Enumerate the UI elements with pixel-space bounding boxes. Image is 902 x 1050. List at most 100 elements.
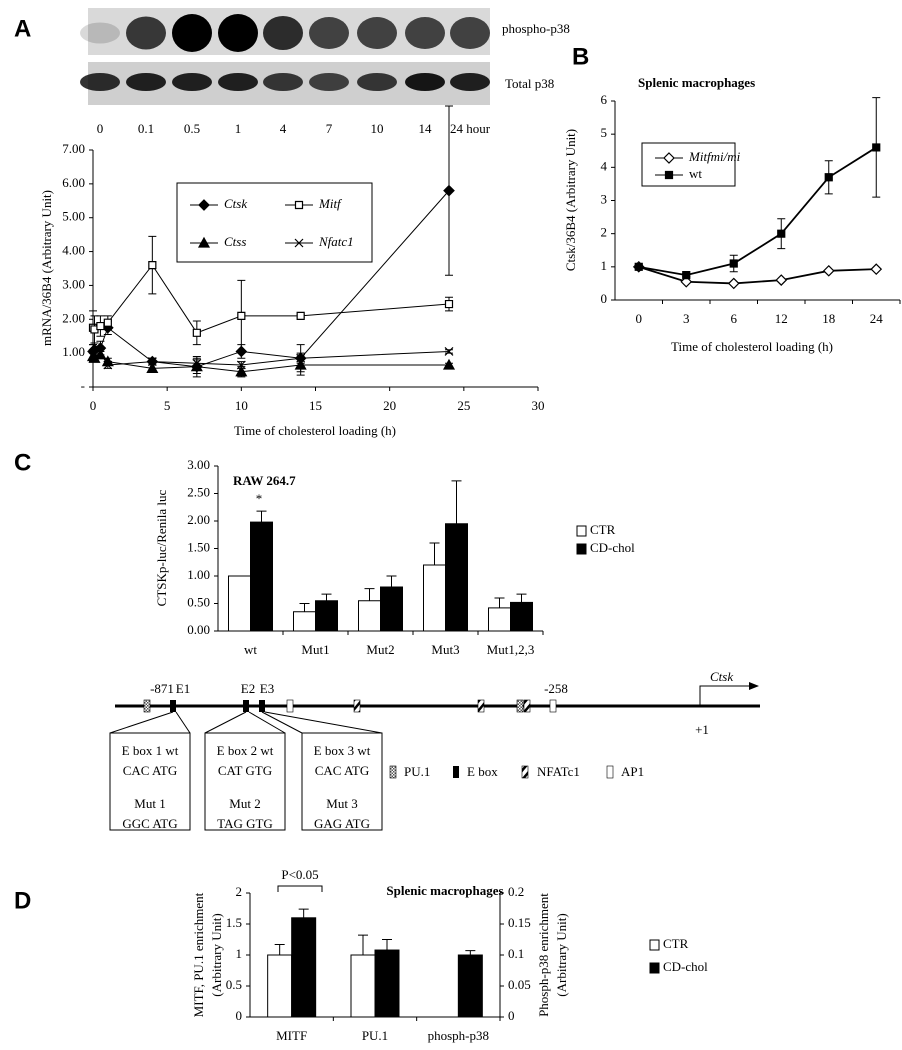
blot-band: [126, 16, 166, 50]
x-tick-label: phosph-p38: [428, 1028, 489, 1043]
y2-tick-label: 0.15: [508, 915, 531, 930]
panel-label: C: [14, 449, 31, 476]
x-tick-label: 12: [775, 311, 788, 326]
y-tick-label: 0.5: [226, 977, 242, 992]
marker: [872, 143, 881, 152]
marker: [90, 325, 99, 334]
bar: [250, 521, 273, 632]
y2-tick-label: 0.2: [508, 884, 524, 899]
marker: [729, 259, 738, 268]
nfatc1-site: [353, 699, 361, 713]
y-tick-label: 6: [601, 92, 608, 107]
x-tick-label: 6: [731, 311, 738, 326]
x-tick-label: 3: [683, 311, 690, 326]
mutation-text: GAG ATG: [314, 816, 370, 831]
blot-band: [309, 73, 349, 91]
marker: [444, 347, 454, 356]
marker: [822, 264, 835, 277]
blot-band: [309, 17, 349, 49]
annotation: P<0.05: [281, 867, 318, 882]
y-axis-label: MITF, PU.1 enrichment: [191, 892, 206, 1017]
lane-label: 0.5: [184, 121, 200, 136]
expansion-line: [109, 711, 383, 734]
error-bar: [364, 588, 375, 601]
x-axis-label: Time of cholesterol loading (h): [234, 423, 396, 438]
x-tick-label: Mut3: [431, 642, 459, 657]
blot-band: [357, 17, 397, 49]
marker: [294, 358, 307, 370]
y2-tick-label: 0.05: [508, 977, 531, 992]
y-tick-label: 1.00: [187, 567, 210, 582]
error-bar: [321, 593, 332, 601]
error-bar: [358, 934, 368, 955]
chart: 0 0.5 1 1.5 2 0 0.05 0.1 0.15 0.2 MITF PU.1 phosph-p…: [191, 867, 708, 1043]
marker: [236, 360, 246, 370]
x-tick-label: 24: [870, 311, 884, 326]
mutation-text: CAC ATG: [123, 763, 178, 778]
legend-icon: [521, 765, 529, 779]
y-tick-label: 1: [601, 258, 608, 273]
western-blot: phospho-p38 Total p38 0 0.1 0.5 1 4 7 10 14 24 h…: [80, 8, 570, 136]
bar: [315, 600, 338, 632]
legend-swatch: [576, 525, 587, 537]
gene-label: Ctsk: [710, 669, 733, 684]
bar: [457, 954, 483, 1018]
marker: [727, 277, 740, 290]
marker: [824, 173, 833, 182]
y-tick-label: 2.50: [187, 484, 210, 499]
y-tick-label: 0: [236, 1008, 243, 1023]
legend-icon: [453, 766, 459, 778]
ebox-site: [170, 700, 176, 712]
legend-swatch: [649, 939, 660, 951]
error-bar: [386, 575, 397, 587]
mutation-text: GGC ATG: [122, 816, 177, 831]
marker: [103, 360, 113, 370]
blot-band: [405, 17, 445, 49]
x-tick-label: 5: [164, 398, 171, 413]
series-line: [638, 146, 877, 277]
lane-label: 24 hour: [450, 121, 491, 136]
bar: [350, 954, 376, 1018]
y-tick-label: 3: [601, 191, 608, 206]
blot-band: [450, 17, 490, 49]
x-axis-label: Time of cholesterol loading (h): [671, 339, 833, 354]
legend-label: Nfatc1: [318, 234, 354, 249]
nfatc1-site: [523, 699, 531, 713]
legend-label: CD-chol: [663, 959, 708, 974]
mutation-text: Mut 2: [229, 796, 260, 811]
x-tick-label: 30: [532, 398, 545, 413]
ap1-site: [286, 699, 294, 713]
y-tick-label: 3.00: [187, 457, 210, 472]
legend-label: CTR: [663, 936, 689, 951]
marker: [443, 184, 455, 197]
error-bar: [429, 542, 440, 565]
mutation-text: E box 2 wt: [217, 743, 274, 758]
y-tick-label: 5.00: [62, 209, 85, 224]
marker: [296, 353, 306, 363]
blot-band: [263, 73, 303, 91]
y-tick-label: 4: [601, 158, 608, 173]
marker: [442, 358, 456, 370]
y2-tick-label: 0.1: [508, 946, 524, 961]
mutation-box: [204, 732, 286, 831]
marker: [294, 200, 304, 210]
lane-label: 0.1: [138, 121, 154, 136]
y-tick-label: 2: [236, 884, 243, 899]
blot-band: [80, 73, 120, 91]
x-tick-label: 25: [457, 398, 470, 413]
marker: [148, 261, 157, 270]
legend-label: wt: [689, 166, 702, 181]
error-bar: [494, 597, 505, 608]
promoter-diagram: -871 E1 E2 E3 -258 Ctsk +1 PU.1 E box NF…: [109, 669, 760, 831]
y-tick-label: 5: [601, 125, 608, 140]
y2-tick-label: 0: [508, 1008, 515, 1023]
series-line: [92, 264, 450, 334]
legend-label: Mitfmi/mi: [688, 149, 741, 164]
marker: [147, 357, 157, 367]
marker: [198, 199, 210, 211]
marker: [775, 274, 788, 286]
y-tick-label: 1.00: [62, 344, 85, 359]
marker: [237, 311, 246, 320]
annotation: RAW 264.7: [233, 473, 296, 488]
